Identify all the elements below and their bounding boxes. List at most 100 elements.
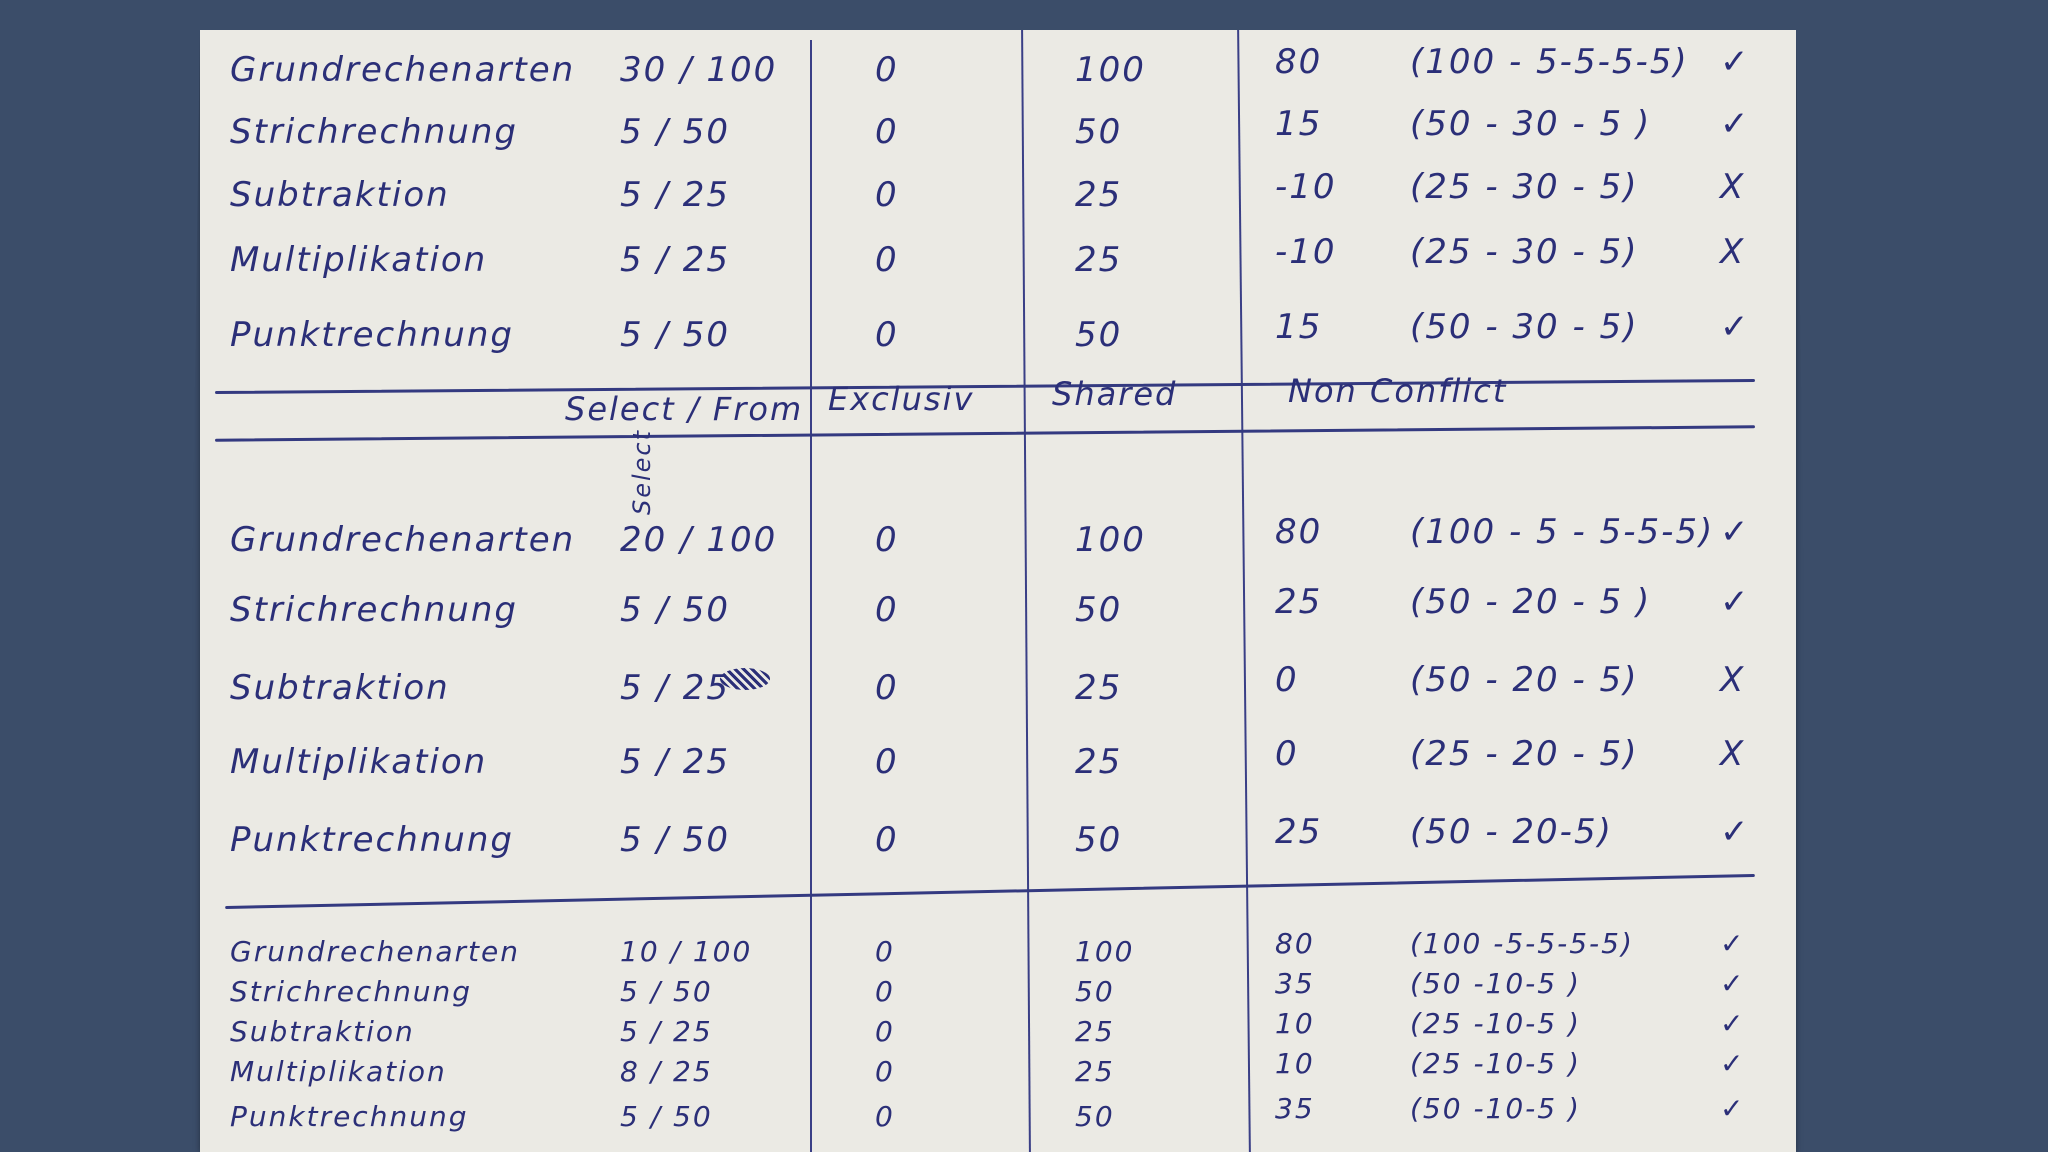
cell-mark: ✓ (1720, 927, 1746, 960)
cell-name: Grundrechenarten (230, 50, 576, 90)
cell-shared: 25 (1075, 240, 1123, 280)
cell-sel-from: 30 / 100 (620, 50, 778, 90)
header-exclusive: Exclusiv (828, 380, 975, 418)
cell-name: Subtraktion (230, 175, 450, 215)
cell-non-conflict: 35 (1275, 967, 1315, 1000)
cell-formula: (25 -10-5 ) (1410, 1047, 1581, 1080)
cell-exclusive: 0 (875, 1055, 895, 1088)
cell-exclusive: 0 (875, 935, 895, 968)
cell-non-conflict: 10 (1275, 1047, 1315, 1080)
cell-formula: (25 - 20 - 5) (1410, 734, 1639, 774)
cell-formula: (50 - 20-5) (1410, 812, 1613, 852)
cell-mark: ✓ (1720, 1007, 1746, 1040)
cell-name: Subtraktion (230, 1015, 415, 1048)
select-rotated-label: Select (628, 428, 656, 515)
cell-exclusive: 0 (875, 975, 895, 1008)
cell-name: Punktrechnung (230, 820, 514, 860)
cell-shared: 25 (1075, 1015, 1115, 1048)
cell-mark: ✓ (1720, 1047, 1746, 1080)
cell-mark: ✓ (1720, 582, 1751, 622)
cell-non-conflict: 80 (1275, 927, 1315, 960)
cell-formula: (50 -10-5 ) (1410, 1092, 1581, 1125)
cell-exclusive: 0 (875, 112, 899, 152)
cell-shared: 100 (1075, 50, 1146, 90)
cell-sel-from: 5 / 50 (620, 112, 730, 152)
cell-non-conflict: 10 (1275, 1007, 1315, 1040)
cell-exclusive: 0 (875, 520, 899, 560)
cell-sel-from: 5 / 50 (620, 315, 730, 355)
scribble-mark (720, 668, 770, 690)
cell-name: Multiplikation (230, 1055, 447, 1088)
cell-sel-from: 20 / 100 (620, 520, 778, 560)
cell-mark: ✓ (1720, 967, 1746, 1000)
cell-non-conflict: -10 (1275, 232, 1337, 272)
cell-exclusive: 0 (875, 742, 899, 782)
cell-mark: X (1720, 232, 1746, 272)
cell-name: Strichrechnung (230, 975, 473, 1008)
cell-name: Punktrechnung (230, 1100, 469, 1133)
cell-formula: (25 -10-5 ) (1410, 1007, 1581, 1040)
cell-non-conflict: 0 (1275, 734, 1299, 774)
cell-mark: ✓ (1720, 1092, 1746, 1125)
cell-formula: (50 - 20 - 5) (1410, 660, 1639, 700)
column-divider (810, 40, 812, 1152)
cell-sel-from: 5 / 25 (620, 1015, 713, 1048)
cell-exclusive: 0 (875, 668, 899, 708)
header-non-conflict: Non Conflict (1288, 372, 1508, 410)
cell-mark: ✓ (1720, 42, 1751, 82)
cell-exclusive: 0 (875, 590, 899, 630)
cell-name: Strichrechnung (230, 590, 518, 630)
cell-name: Strichrechnung (230, 112, 518, 152)
cell-sel-from: 5 / 25 (620, 240, 730, 280)
cell-non-conflict: 15 (1275, 307, 1323, 347)
cell-name: Multiplikation (230, 240, 488, 280)
cell-shared: 100 (1075, 935, 1135, 968)
cell-formula: (50 - 30 - 5 ) (1410, 104, 1652, 144)
cell-shared: 50 (1075, 315, 1123, 355)
cell-mark: ✓ (1720, 104, 1751, 144)
cell-non-conflict: 0 (1275, 660, 1299, 700)
cell-name: Grundrechenarten (230, 520, 576, 560)
paper-sheet (200, 30, 1796, 1152)
cell-formula: (25 - 30 - 5) (1410, 232, 1639, 272)
cell-shared: 100 (1075, 520, 1146, 560)
cell-shared: 50 (1075, 1100, 1115, 1133)
cell-non-conflict: 80 (1275, 42, 1323, 82)
cell-exclusive: 0 (875, 315, 899, 355)
header-select-from: Select / From (565, 390, 804, 428)
cell-mark: X (1720, 167, 1746, 207)
cell-formula: (100 - 5 - 5-5-5) (1410, 512, 1715, 552)
cell-shared: 25 (1075, 175, 1123, 215)
cell-sel-from: 5 / 25 (620, 668, 730, 708)
cell-name: Multiplikation (230, 742, 488, 782)
cell-sel-from: 5 / 25 (620, 742, 730, 782)
cell-name: Punktrechnung (230, 315, 514, 355)
cell-shared: 25 (1075, 1055, 1115, 1088)
cell-shared: 25 (1075, 668, 1123, 708)
cell-sel-from: 10 / 100 (620, 935, 753, 968)
cell-non-conflict: 80 (1275, 512, 1323, 552)
cell-name: Grundrechenarten (230, 935, 520, 968)
cell-non-conflict: 35 (1275, 1092, 1315, 1125)
cell-exclusive: 0 (875, 175, 899, 215)
cell-mark: X (1720, 660, 1746, 700)
cell-mark: ✓ (1720, 512, 1751, 552)
cell-exclusive: 0 (875, 820, 899, 860)
cell-shared: 50 (1075, 590, 1123, 630)
cell-sel-from: 5 / 50 (620, 590, 730, 630)
cell-sel-from: 5 / 25 (620, 175, 730, 215)
cell-formula: (100 - 5-5-5-5) (1410, 42, 1689, 82)
cell-mark: X (1720, 734, 1746, 774)
header-shared: Shared (1052, 375, 1178, 413)
cell-formula: (50 -10-5 ) (1410, 967, 1581, 1000)
cell-name: Subtraktion (230, 668, 450, 708)
cell-formula: (100 -5-5-5-5) (1410, 927, 1634, 960)
cell-exclusive: 0 (875, 240, 899, 280)
cell-non-conflict: 25 (1275, 582, 1323, 622)
cell-mark: ✓ (1720, 307, 1751, 347)
cell-non-conflict: -10 (1275, 167, 1337, 207)
cell-sel-from: 8 / 25 (620, 1055, 713, 1088)
cell-formula: (50 - 30 - 5) (1410, 307, 1639, 347)
cell-sel-from: 5 / 50 (620, 975, 713, 1008)
cell-non-conflict: 15 (1275, 104, 1323, 144)
